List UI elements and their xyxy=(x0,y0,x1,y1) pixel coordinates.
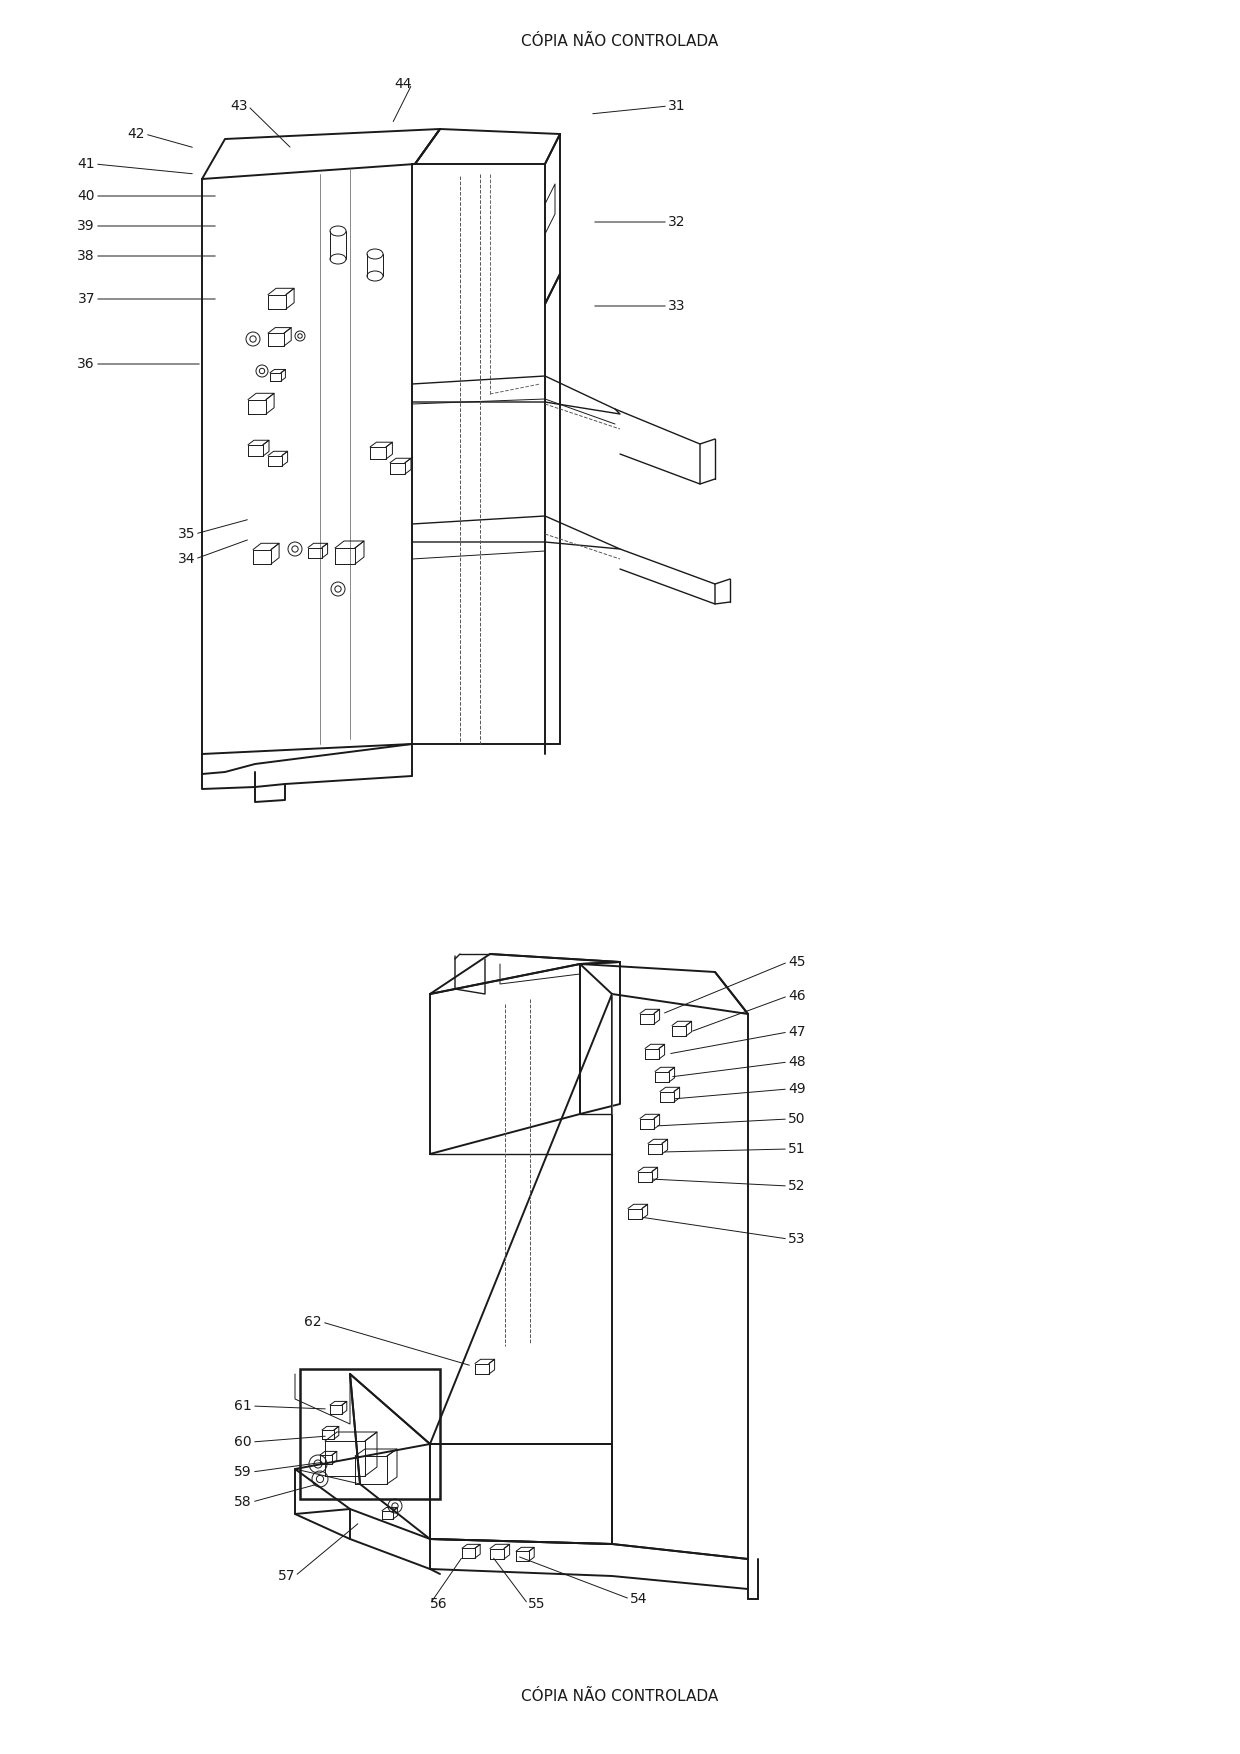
Text: 36: 36 xyxy=(77,358,95,372)
Text: 44: 44 xyxy=(394,77,412,91)
Text: 37: 37 xyxy=(77,291,95,305)
Text: 53: 53 xyxy=(787,1231,806,1245)
Text: 41: 41 xyxy=(77,158,95,170)
Text: 46: 46 xyxy=(787,989,806,1003)
Text: 60: 60 xyxy=(234,1435,252,1449)
Text: 56: 56 xyxy=(430,1596,448,1610)
Text: 54: 54 xyxy=(630,1593,647,1607)
Text: 40: 40 xyxy=(77,189,95,203)
Text: 50: 50 xyxy=(787,1112,806,1126)
Text: CÓPIA NÃO CONTROLADA: CÓPIA NÃO CONTROLADA xyxy=(521,33,719,49)
Text: 31: 31 xyxy=(668,98,686,112)
Text: 62: 62 xyxy=(304,1316,322,1330)
Text: CÓPIA NÃO CONTROLADA: CÓPIA NÃO CONTROLADA xyxy=(521,1689,719,1703)
Text: 57: 57 xyxy=(278,1570,295,1584)
Text: 33: 33 xyxy=(668,298,686,312)
Text: 32: 32 xyxy=(668,216,686,230)
Text: 38: 38 xyxy=(77,249,95,263)
Text: 35: 35 xyxy=(177,526,195,540)
Text: 58: 58 xyxy=(234,1494,252,1508)
Bar xyxy=(300,1370,440,1500)
Text: 42: 42 xyxy=(128,126,145,140)
Text: 49: 49 xyxy=(787,1082,806,1096)
Text: 43: 43 xyxy=(231,98,248,112)
Text: 55: 55 xyxy=(528,1596,546,1610)
Text: 59: 59 xyxy=(234,1465,252,1479)
Text: 51: 51 xyxy=(787,1142,806,1156)
Text: 45: 45 xyxy=(787,954,806,968)
Text: 48: 48 xyxy=(787,1054,806,1068)
Text: 47: 47 xyxy=(787,1024,806,1038)
Text: 34: 34 xyxy=(177,553,195,567)
Text: 61: 61 xyxy=(234,1400,252,1414)
Text: 39: 39 xyxy=(77,219,95,233)
Text: 52: 52 xyxy=(787,1179,806,1193)
